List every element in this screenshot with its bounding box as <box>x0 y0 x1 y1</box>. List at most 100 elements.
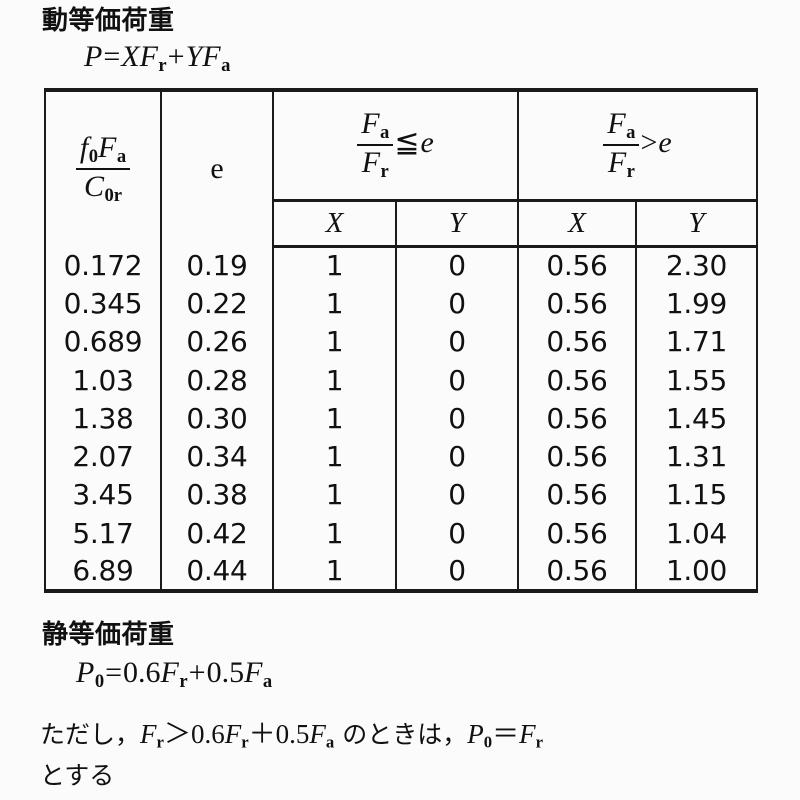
cell-e: 0.42 <box>160 514 274 553</box>
force-axial-symbol: F <box>607 106 626 140</box>
cell-x-le: 1 <box>272 246 397 285</box>
cell-y-gt: 1.31 <box>635 437 758 476</box>
subscript-a: a <box>262 671 273 693</box>
cell-y-le: 0 <box>395 514 519 553</box>
result-lhs-term: P0 <box>467 719 493 752</box>
cell-y-gt: 1.55 <box>635 360 758 400</box>
table-row: 0.689 0.26 1 0 0.56 1.71 <box>44 322 758 361</box>
less-equal-sign: ≦ <box>394 126 420 160</box>
force-radial-symbol: F <box>607 146 627 180</box>
subscript-r: r <box>626 161 635 183</box>
cell-x-le: 1 <box>272 284 397 323</box>
bearing-factor-table: f0Fa C0r e Fa Fr ≦e Fa Fr >e X Y X <box>44 88 758 593</box>
force-axial: F <box>244 656 263 689</box>
coefficient-06: 0.6 <box>190 719 225 749</box>
subscript-a: a <box>116 145 127 167</box>
static-load-note-line1: ただし，Fr＞0.6Fr＋0.5Fa のときは，P0＝Fr <box>40 712 543 753</box>
cell-y-le: 0 <box>395 552 519 593</box>
table-row: 2.07 0.34 1 0 0.56 1.31 <box>44 437 758 476</box>
equation-lhs: P <box>467 719 484 749</box>
force-radial: F <box>160 656 179 689</box>
static-rating-symbol: C <box>83 170 104 203</box>
table-row: 3.45 0.38 1 0 0.56 1.15 <box>44 475 758 515</box>
equals-sign: = <box>103 40 121 73</box>
e-symbol: e <box>658 126 672 160</box>
force-radial-term: Fr <box>224 719 249 752</box>
fraction-numerator: Fa <box>357 106 393 144</box>
subscript-0: 0 <box>94 671 105 693</box>
subscript-r: r <box>179 671 188 693</box>
cell-e: 0.22 <box>160 284 274 323</box>
cell-e: 0.34 <box>160 437 274 476</box>
force-axial: F <box>202 40 221 73</box>
cell-ratio: 1.38 <box>44 399 162 438</box>
cell-y-le: 0 <box>395 284 519 323</box>
subscript-0: 0 <box>483 732 493 752</box>
table-row: 5.17 0.42 1 0 0.56 1.04 <box>44 514 758 553</box>
coefficient-06: 0.6 <box>123 656 161 689</box>
ratio-le-expression: Fa Fr ≦e <box>357 107 434 182</box>
coefficient-05: 0.5 <box>206 656 245 689</box>
cell-y-gt: 1.71 <box>635 322 758 361</box>
static-load-equation: P0=0.6Fr+0.5Fa <box>76 656 272 693</box>
result-rhs-term: Fr <box>519 719 543 752</box>
table-row: 6.89 0.44 1 0 0.56 1.00 <box>44 552 758 593</box>
cell-y-gt: 1.04 <box>635 514 758 553</box>
header-y-gt: Y <box>635 198 758 248</box>
cell-y-gt: 2.30 <box>635 246 758 285</box>
coefficient-y: Y <box>185 40 203 73</box>
equation-lhs: P <box>76 656 95 689</box>
cell-y-gt: 1.15 <box>635 475 758 515</box>
subscript-0r: 0r <box>104 185 123 207</box>
cell-y-le: 0 <box>395 437 519 476</box>
header-y-le: Y <box>395 198 519 248</box>
load-ratio-fraction: f0Fa C0r <box>75 130 131 207</box>
factor-f0: f <box>79 130 89 164</box>
equation-lhs: P <box>84 40 103 73</box>
table-row: 0.172 0.19 1 0 0.56 2.30 <box>44 246 758 285</box>
force-radial: F <box>139 40 158 73</box>
cell-x-gt: 0.56 <box>517 322 637 361</box>
cell-y-le: 0 <box>395 322 519 361</box>
cell-x-le: 1 <box>272 322 397 361</box>
fraction-denominator: C0r <box>75 168 131 207</box>
table-row: 0.345 0.22 1 0 0.56 1.99 <box>44 284 758 323</box>
cell-y-gt: 1.99 <box>635 284 758 323</box>
force-radial: F <box>224 719 242 749</box>
force-axial-symbol: F <box>361 106 380 140</box>
plus-sign: + <box>167 40 185 73</box>
header-group-gt: Fa Fr >e <box>517 88 758 200</box>
table-row: 1.38 0.30 1 0 0.56 1.45 <box>44 399 758 438</box>
fraction-numerator: f0Fa <box>76 130 130 168</box>
force-ratio-fraction: Fa Fr <box>357 106 394 183</box>
cell-x-gt: 0.56 <box>517 284 637 323</box>
fraction-denominator: Fr <box>603 144 640 183</box>
cell-x-le: 1 <box>272 514 397 553</box>
cell-ratio: 2.07 <box>44 437 162 476</box>
header-x-gt: X <box>517 198 637 248</box>
table-row: 1.03 0.28 1 0 0.56 1.55 <box>44 360 758 400</box>
fraction-denominator: Fr <box>357 144 394 183</box>
force-axial-symbol: F <box>98 130 117 164</box>
subscript-0: 0 <box>88 145 98 167</box>
header-x-le: X <box>272 198 397 248</box>
greater-than-sign: ＞ <box>163 719 191 749</box>
subscript-a: a <box>626 122 636 144</box>
cell-ratio: 0.172 <box>44 246 162 285</box>
cell-ratio: 0.345 <box>44 284 162 323</box>
cell-e: 0.28 <box>160 360 274 400</box>
header-load-ratio: f0Fa C0r <box>44 88 162 246</box>
plus-sign: + <box>188 656 206 689</box>
cell-ratio: 5.17 <box>44 514 162 553</box>
e-symbol: e <box>210 152 224 185</box>
cell-x-gt: 0.56 <box>517 246 637 285</box>
cell-ratio: 3.45 <box>44 475 162 515</box>
subscript-a: a <box>380 122 390 144</box>
subscript-r: r <box>380 161 389 183</box>
subscript-a: a <box>325 732 335 752</box>
cell-x-gt: 0.56 <box>517 514 637 553</box>
subscript-r: r <box>156 732 164 752</box>
cell-x-le: 1 <box>272 437 397 476</box>
cell-y-gt: 1.45 <box>635 399 758 438</box>
